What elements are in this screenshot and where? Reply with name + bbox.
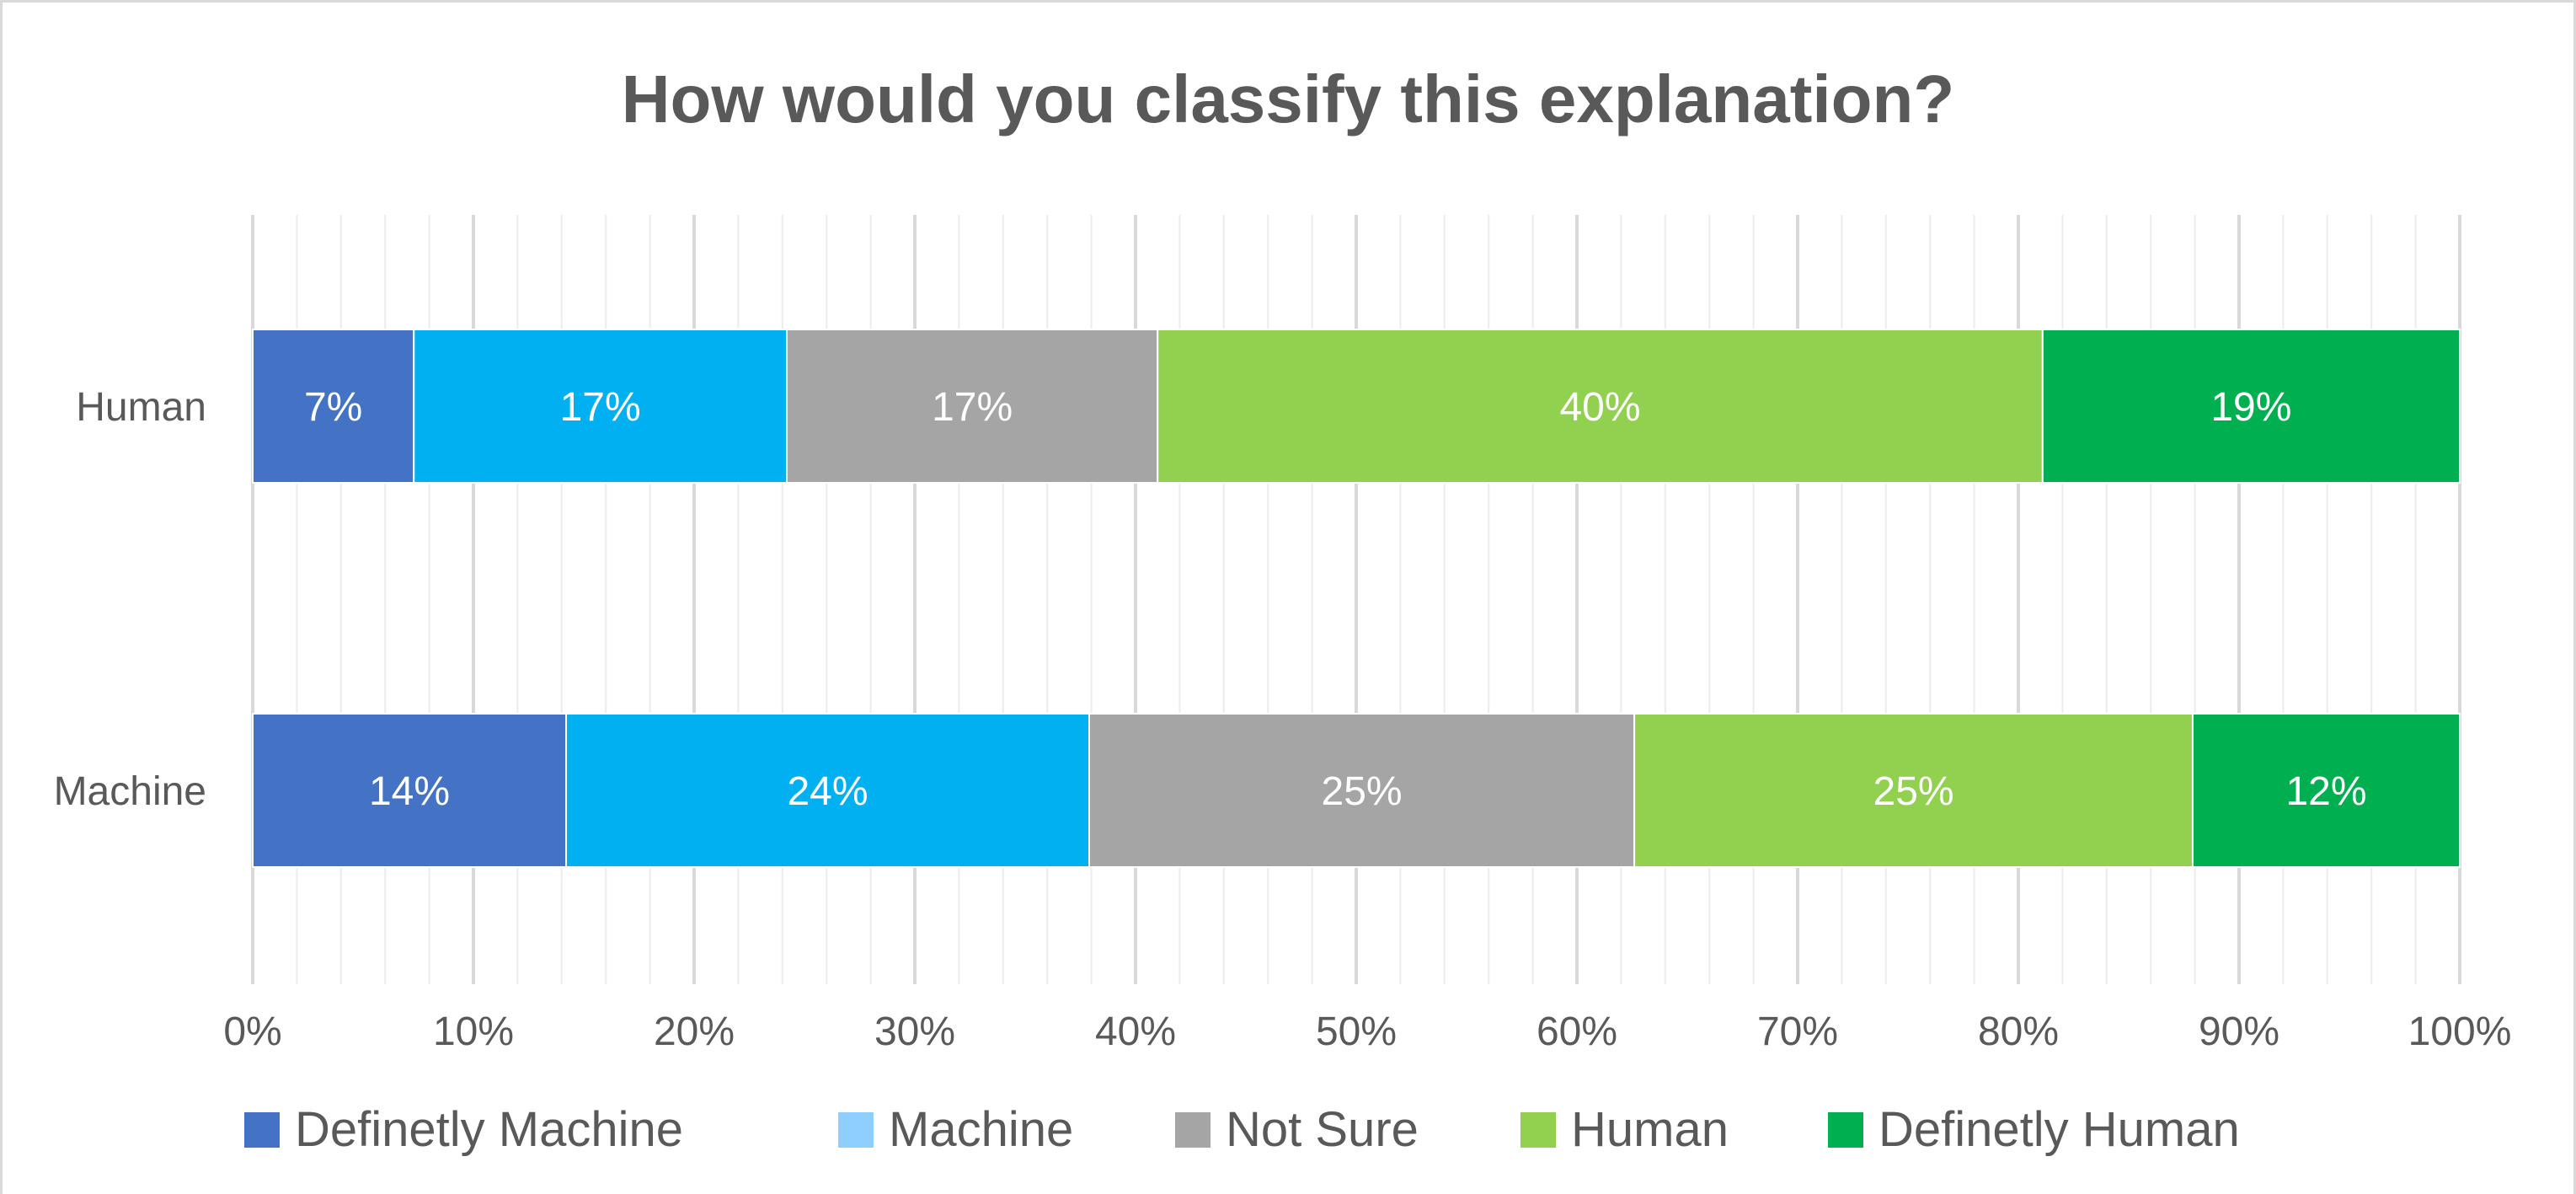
x-tick-label: 10% (433, 1009, 514, 1054)
axis-labels: 0% 10% 20% 30% 40% 50% 60% 70% 80% 90% 100% Human Ma… (54, 385, 2512, 1054)
legend: Definetly Machine Machine Not Sure Human Def… (244, 1102, 2240, 1157)
bar-segment (1633, 713, 2194, 868)
data-labels: 7% 17% 17% 40% 19% 14% 24% 25% 25% 12% (304, 385, 2367, 814)
x-tick-label: 60% (1537, 1009, 1617, 1054)
data-label: 12% (2285, 769, 2366, 814)
bar-segment (565, 713, 1090, 868)
x-tick-label: 20% (654, 1009, 735, 1054)
data-label: 25% (1322, 769, 1403, 814)
legend-swatch (244, 1112, 280, 1148)
bar-segment (2191, 713, 2461, 868)
bar-segment (2041, 329, 2461, 484)
legend-swatch (838, 1112, 874, 1148)
data-label: 19% (2210, 385, 2291, 430)
chart-title: How would you classify this explanation? (622, 62, 1954, 137)
legend-label: Definetly Human (1879, 1102, 2240, 1157)
x-tick-label: 30% (874, 1009, 955, 1054)
legend-swatch (1828, 1112, 1863, 1148)
data-label: 17% (932, 385, 1013, 430)
legend-label: Human (1571, 1102, 1729, 1157)
bar-segment (413, 329, 788, 484)
x-tick-label: 0% (223, 1009, 281, 1054)
data-label: 17% (560, 385, 641, 430)
category-label: Machine (54, 769, 206, 814)
legend-swatch (1520, 1112, 1556, 1148)
data-label: 14% (369, 769, 450, 814)
x-tick-label: 40% (1095, 1009, 1176, 1054)
data-label: 40% (1559, 385, 1640, 430)
data-label: 25% (1873, 769, 1954, 814)
data-label: 7% (304, 385, 362, 430)
x-tick-label: 70% (1757, 1009, 1838, 1054)
data-label: 24% (787, 769, 868, 814)
x-tick-label: 90% (2199, 1009, 2279, 1054)
legend-label: Definetly Machine (295, 1102, 683, 1157)
bar-segment (1157, 329, 2044, 484)
bar-segment (252, 329, 415, 484)
x-tick-label: 100% (2408, 1009, 2512, 1054)
legend-label: Not Sure (1226, 1102, 1419, 1157)
bar-segment (252, 713, 568, 868)
bar-segment (1088, 713, 1636, 868)
x-tick-label: 80% (1978, 1009, 2059, 1054)
legend-swatch (1175, 1112, 1211, 1148)
x-tick-label: 50% (1316, 1009, 1397, 1054)
category-label: Human (76, 385, 206, 430)
bars (252, 329, 2461, 868)
legend-label: Machine (889, 1102, 1073, 1157)
bar-segment (786, 329, 1159, 484)
